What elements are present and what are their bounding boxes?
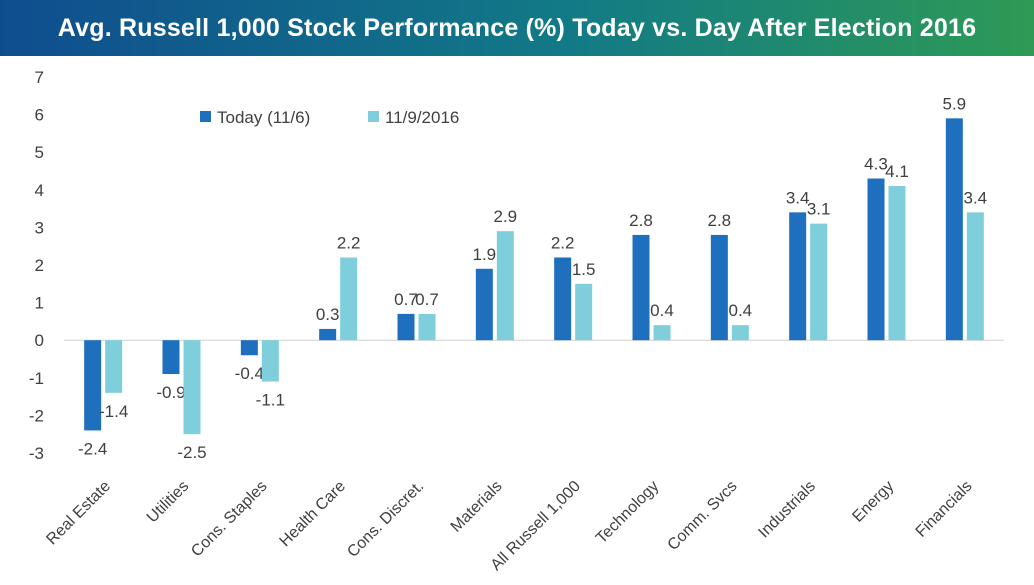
data-label: 2.9 bbox=[494, 207, 518, 226]
data-label: 2.2 bbox=[551, 233, 575, 252]
bar-2016 bbox=[731, 325, 749, 341]
y-tick-label: 3 bbox=[35, 218, 44, 237]
data-label: 2.2 bbox=[337, 233, 361, 252]
bar-2016 bbox=[183, 340, 201, 435]
data-label: 4.1 bbox=[885, 162, 909, 181]
bar-today bbox=[319, 328, 337, 341]
data-label: -2.5 bbox=[177, 443, 206, 462]
category-label: Real Estate bbox=[43, 478, 114, 549]
data-label: 3.4 bbox=[786, 188, 810, 207]
data-label: 5.9 bbox=[943, 94, 967, 113]
category-label: Industrials bbox=[755, 478, 819, 542]
data-label: 0.7 bbox=[394, 290, 418, 309]
data-label: -0.4 bbox=[235, 364, 264, 383]
data-label: 1.5 bbox=[572, 260, 596, 279]
bar-today bbox=[789, 212, 807, 341]
bar-today bbox=[945, 118, 963, 341]
data-label: -1.4 bbox=[99, 402, 128, 421]
y-tick-label: -3 bbox=[29, 444, 44, 463]
bar-today bbox=[554, 257, 572, 341]
data-label: -1.1 bbox=[256, 391, 285, 410]
bar-2016 bbox=[261, 340, 279, 382]
bar-today bbox=[475, 268, 493, 341]
bar-2016 bbox=[810, 223, 828, 341]
bar-today bbox=[162, 340, 180, 375]
bar-chart: 7 6 5 4 3 2 1 0 -1 -2 -3 -2.4 -1.4 Real Estate -0.9 -2.… bbox=[29, 68, 1004, 574]
y-tick-label: 7 bbox=[35, 68, 44, 87]
category-label: Comm. Svcs bbox=[665, 478, 741, 554]
y-tick-label: 0 bbox=[35, 331, 44, 350]
bar-today bbox=[240, 340, 258, 356]
bar-2016 bbox=[496, 231, 514, 341]
category-label: Utilities bbox=[144, 478, 192, 526]
y-tick-label: -1 bbox=[29, 369, 44, 388]
bar-today bbox=[867, 178, 885, 341]
data-label: 3.4 bbox=[964, 188, 988, 207]
data-label: 0.4 bbox=[729, 301, 753, 320]
legend-label: Today (11/6) bbox=[217, 108, 310, 127]
category-label: Cons. Discret. bbox=[344, 478, 427, 561]
bar-2016 bbox=[340, 257, 358, 341]
data-label: 0.4 bbox=[650, 301, 674, 320]
chart-title-bar: Avg. Russell 1,000 Stock Performance (%)… bbox=[0, 0, 1034, 56]
data-label: 3.1 bbox=[807, 200, 831, 219]
y-tick-label: 2 bbox=[35, 256, 44, 275]
bar-2016 bbox=[575, 283, 593, 341]
legend-swatch bbox=[368, 111, 379, 122]
data-label: 2.8 bbox=[708, 211, 732, 230]
y-tick-label: 6 bbox=[35, 106, 44, 125]
chart-title: Avg. Russell 1,000 Stock Performance (%)… bbox=[57, 13, 977, 42]
data-label: 0.7 bbox=[415, 290, 439, 309]
bar-today bbox=[710, 234, 728, 341]
category-label: Energy bbox=[849, 478, 897, 526]
bar-today bbox=[397, 313, 415, 341]
bar-2016 bbox=[966, 212, 984, 341]
y-tick-label: -2 bbox=[29, 406, 44, 425]
category-label: Materials bbox=[448, 478, 506, 536]
category-label: Health Care bbox=[277, 478, 349, 550]
data-label: 2.8 bbox=[629, 211, 653, 230]
data-label: 1.9 bbox=[473, 245, 497, 264]
data-label: -0.9 bbox=[156, 383, 185, 402]
bar-today bbox=[632, 234, 650, 341]
y-tick-label: 1 bbox=[35, 294, 44, 313]
data-label: 4.3 bbox=[864, 155, 888, 174]
y-tick-label: 4 bbox=[35, 181, 44, 200]
category-label: Cons. Staples bbox=[188, 478, 270, 560]
y-tick-label: 5 bbox=[35, 143, 44, 162]
bar-2016 bbox=[653, 325, 671, 341]
bar-2016 bbox=[418, 313, 436, 341]
data-label: -2.4 bbox=[78, 439, 107, 458]
bar-today bbox=[84, 340, 102, 431]
legend-swatch bbox=[200, 111, 211, 122]
legend-label: 11/9/2016 bbox=[385, 108, 459, 127]
category-label: Financials bbox=[913, 478, 976, 541]
bar-2016 bbox=[105, 340, 123, 393]
category-label: Technology bbox=[593, 478, 662, 547]
data-label: 0.3 bbox=[316, 305, 340, 324]
bar-2016 bbox=[888, 186, 906, 341]
